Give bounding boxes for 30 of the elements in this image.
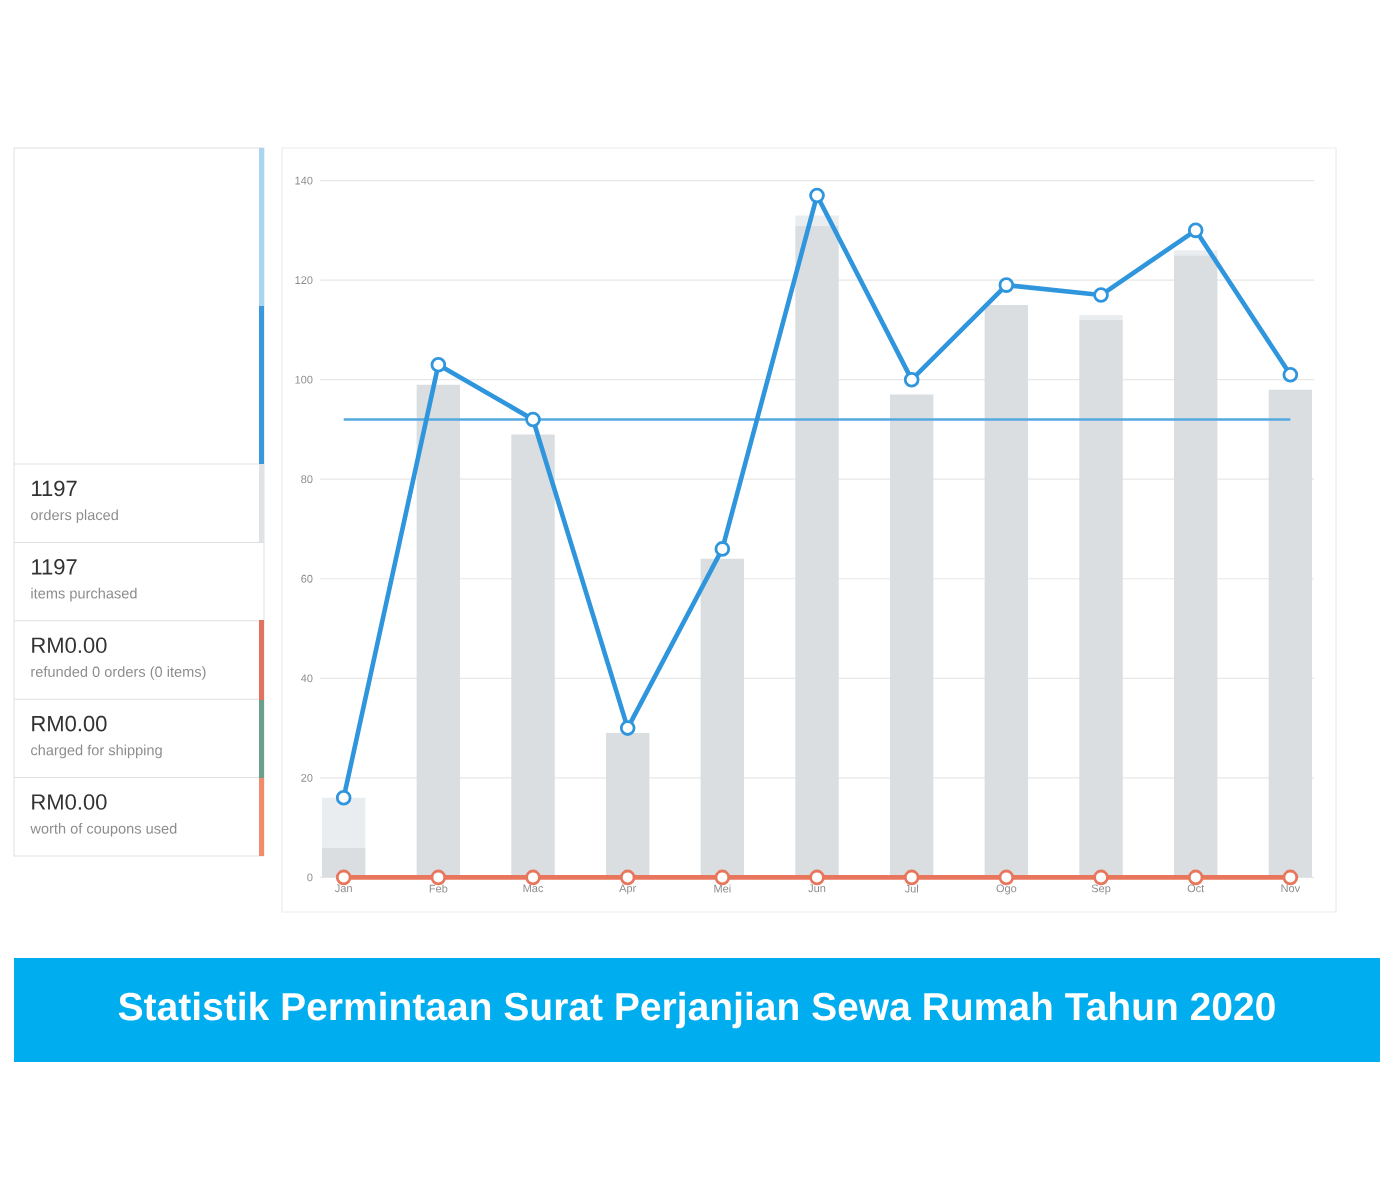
text: 1197 bbox=[32, 559, 77, 575]
bar bbox=[1079, 319, 1123, 878]
bar bbox=[321, 797, 366, 848]
point bbox=[903, 371, 920, 388]
point bbox=[1187, 222, 1204, 239]
bar bbox=[1079, 314, 1123, 320]
bar bbox=[416, 384, 461, 878]
text: RM0.00 bbox=[32, 637, 107, 654]
bar bbox=[605, 733, 650, 878]
bar bbox=[700, 558, 745, 878]
text: Statistik Permintaan Surat Perjanjian Sewa Rumah Tahun 2020 bbox=[118, 991, 1275, 1029]
bar bbox=[889, 394, 934, 878]
bar bbox=[1173, 255, 1218, 878]
point bbox=[1282, 366, 1299, 383]
bar bbox=[511, 434, 555, 878]
bar bbox=[1268, 389, 1313, 878]
point bbox=[998, 277, 1015, 293]
point bbox=[809, 187, 825, 204]
point bbox=[714, 541, 731, 557]
point bbox=[335, 789, 352, 806]
point bbox=[430, 356, 447, 373]
point bbox=[525, 411, 541, 428]
text: RM0.00 bbox=[32, 794, 107, 810]
text: 1197 bbox=[32, 480, 77, 497]
bar bbox=[984, 305, 1029, 878]
point bbox=[903, 869, 920, 886]
text: RM0.00 bbox=[32, 715, 107, 732]
point bbox=[1093, 287, 1109, 303]
point bbox=[619, 720, 636, 736]
bar bbox=[795, 225, 839, 878]
